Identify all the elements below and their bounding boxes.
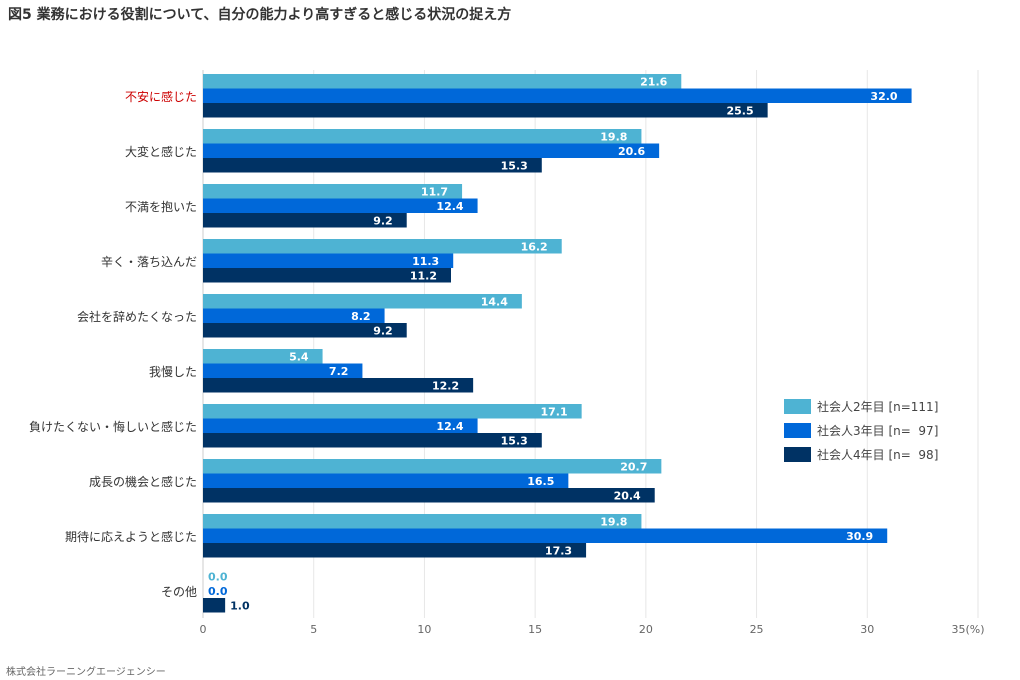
value-label: 0.0 [208, 571, 228, 584]
x-tick-label: 10 [417, 623, 431, 636]
value-label: 12.4 [436, 420, 463, 433]
value-label: 16.5 [527, 475, 554, 488]
value-label: 1.0 [230, 600, 250, 613]
bar [203, 473, 569, 488]
legend: 社会人2年目 [n=111] 社会人3年目 [n= 97] 社会人4年目 [n= 9… [784, 394, 938, 466]
value-label: 12.2 [432, 380, 459, 393]
legend-item: 社会人2年目 [n=111] [784, 394, 938, 418]
bar [203, 308, 385, 323]
value-label: 17.1 [541, 406, 568, 419]
value-label: 9.2 [373, 215, 393, 228]
value-label: 11.2 [410, 270, 437, 283]
legend-swatch [784, 398, 811, 414]
bar [203, 488, 655, 503]
bar [203, 239, 562, 254]
bar [203, 129, 642, 144]
bar [203, 213, 407, 228]
value-label: 30.9 [846, 530, 873, 543]
value-label: 0.0 [208, 585, 228, 598]
bar [203, 294, 522, 309]
bar [203, 103, 768, 118]
bar [203, 514, 642, 529]
bar [203, 418, 478, 433]
category-label: その他 [161, 585, 197, 599]
value-label: 11.7 [421, 186, 448, 199]
value-label: 16.2 [521, 241, 548, 254]
value-label: 15.3 [501, 160, 528, 173]
legend-label: 社会人3年目 [n= 97] [817, 423, 939, 438]
legend-item: 社会人3年目 [n= 97] [784, 418, 938, 442]
value-label: 20.4 [614, 490, 641, 503]
bar [203, 74, 682, 89]
bar [203, 404, 582, 419]
legend-swatch [784, 422, 811, 438]
credit-text: 株式会社ラーニングエージェンシー [6, 667, 166, 678]
value-label: 8.2 [351, 310, 371, 323]
bar [203, 198, 478, 213]
bar [203, 158, 542, 173]
category-label: 我慢した [149, 365, 197, 379]
bar [203, 349, 323, 364]
bar [203, 459, 662, 474]
x-tick-label: 5 [310, 623, 317, 636]
value-label: 15.3 [501, 435, 528, 448]
value-label: 21.6 [640, 76, 667, 89]
value-label: 25.5 [727, 105, 754, 118]
value-label: 20.7 [620, 461, 647, 474]
bar [203, 253, 454, 268]
legend-label: 社会人2年目 [n=111] [817, 399, 939, 414]
labels: 0 5 10 15 20 25 30 35(%) 不安に感じた 21.6 32.0 25.5 大変と感じ… [29, 76, 985, 637]
x-tick-label: 0 [200, 623, 207, 636]
x-tick-label: 35(%) [951, 623, 984, 636]
value-label: 17.3 [545, 545, 572, 558]
legend-swatch [784, 446, 811, 462]
category-label: 不安に感じた [125, 89, 197, 104]
bar [203, 268, 451, 283]
category-label: 成長の機会と感じた [89, 474, 197, 489]
x-tick-label: 30 [860, 623, 874, 636]
x-tick-label: 20 [639, 623, 653, 636]
bar [203, 378, 474, 393]
value-label: 14.4 [481, 296, 508, 309]
bar [203, 528, 888, 543]
bar [203, 363, 363, 378]
bar [203, 543, 587, 558]
category-label: 負けたくない・悔しいと感じた [29, 419, 197, 434]
legend-item: 社会人4年目 [n= 98] [784, 442, 938, 466]
value-label: 12.4 [436, 200, 463, 213]
bar [203, 143, 660, 158]
x-tick-label: 15 [528, 623, 542, 636]
legend-label: 社会人4年目 [n= 98] [817, 447, 939, 462]
x-tick-label: 25 [750, 623, 764, 636]
category-label: 会社を辞めたくなった [77, 309, 197, 324]
value-label: 19.8 [600, 131, 627, 144]
category-label: 大変と感じた [125, 144, 197, 159]
category-label: 期待に応えようと感じた [65, 529, 197, 544]
value-label: 5.4 [289, 351, 309, 364]
category-label: 不満を抱いた [125, 199, 197, 214]
category-label: 辛く・落ち込んだ [101, 255, 197, 269]
bars [203, 74, 912, 613]
chart-title: 図5 業務における役割について、自分の能力より高すぎると感じる状況の捉え方 [8, 7, 512, 23]
bar [203, 184, 463, 199]
value-label: 11.3 [412, 255, 439, 268]
value-label: 20.6 [618, 145, 645, 158]
bar [203, 323, 407, 338]
value-label: 7.2 [329, 365, 349, 378]
bar [203, 433, 542, 448]
bar [203, 598, 226, 613]
value-label: 32.0 [870, 90, 897, 103]
value-label: 9.2 [373, 325, 393, 338]
bar [203, 88, 912, 103]
value-label: 19.8 [600, 516, 627, 529]
